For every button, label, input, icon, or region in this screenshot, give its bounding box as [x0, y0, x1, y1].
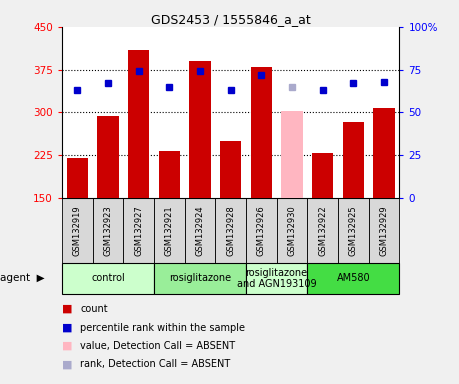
Text: ■: ■ — [62, 359, 73, 369]
Bar — [158, 151, 180, 198]
Text: ■: ■ — [62, 323, 73, 333]
Bar — [308, 198, 338, 263]
Text: GSM132930: GSM132930 — [287, 205, 297, 256]
Bar — [251, 67, 272, 198]
Bar — [62, 198, 93, 263]
Text: control: control — [91, 273, 125, 283]
Bar — [220, 141, 241, 198]
Text: GSM132929: GSM132929 — [380, 205, 388, 256]
Text: percentile rank within the sample: percentile rank within the sample — [80, 323, 245, 333]
Text: value, Detection Call = ABSENT: value, Detection Call = ABSENT — [80, 341, 235, 351]
Text: GSM132928: GSM132928 — [226, 205, 235, 256]
Text: ■: ■ — [62, 341, 73, 351]
Bar — [215, 198, 246, 263]
Bar — [369, 198, 399, 263]
Text: GSM132927: GSM132927 — [134, 205, 143, 256]
Bar — [154, 198, 185, 263]
Text: GSM132925: GSM132925 — [349, 205, 358, 256]
Bar — [93, 198, 123, 263]
Text: GSM132921: GSM132921 — [165, 205, 174, 256]
Bar — [128, 50, 149, 198]
Text: GSM132923: GSM132923 — [103, 205, 112, 256]
Text: rosiglitazone
and AGN193109: rosiglitazone and AGN193109 — [237, 268, 316, 289]
Bar — [373, 108, 395, 198]
Text: count: count — [80, 304, 108, 314]
Text: rosiglitazone: rosiglitazone — [169, 273, 231, 283]
Bar — [154, 263, 246, 294]
Bar — [312, 153, 333, 198]
Bar — [281, 111, 303, 198]
Bar — [342, 122, 364, 198]
Text: AM580: AM580 — [336, 273, 370, 283]
Text: GSM132924: GSM132924 — [196, 205, 204, 256]
Text: agent  ▶: agent ▶ — [0, 273, 45, 283]
Bar — [97, 116, 119, 198]
Bar — [308, 263, 399, 294]
Bar — [185, 198, 215, 263]
Text: GSM132926: GSM132926 — [257, 205, 266, 256]
Bar — [67, 158, 88, 198]
Text: GSM132919: GSM132919 — [73, 205, 82, 256]
Text: ■: ■ — [62, 304, 73, 314]
Bar — [246, 263, 308, 294]
Text: GSM132922: GSM132922 — [318, 205, 327, 256]
Text: rank, Detection Call = ABSENT: rank, Detection Call = ABSENT — [80, 359, 230, 369]
Bar — [277, 198, 308, 263]
Bar — [338, 198, 369, 263]
Bar — [123, 198, 154, 263]
Bar — [189, 61, 211, 198]
Title: GDS2453 / 1555846_a_at: GDS2453 / 1555846_a_at — [151, 13, 311, 26]
Bar — [246, 198, 277, 263]
Bar — [62, 263, 154, 294]
